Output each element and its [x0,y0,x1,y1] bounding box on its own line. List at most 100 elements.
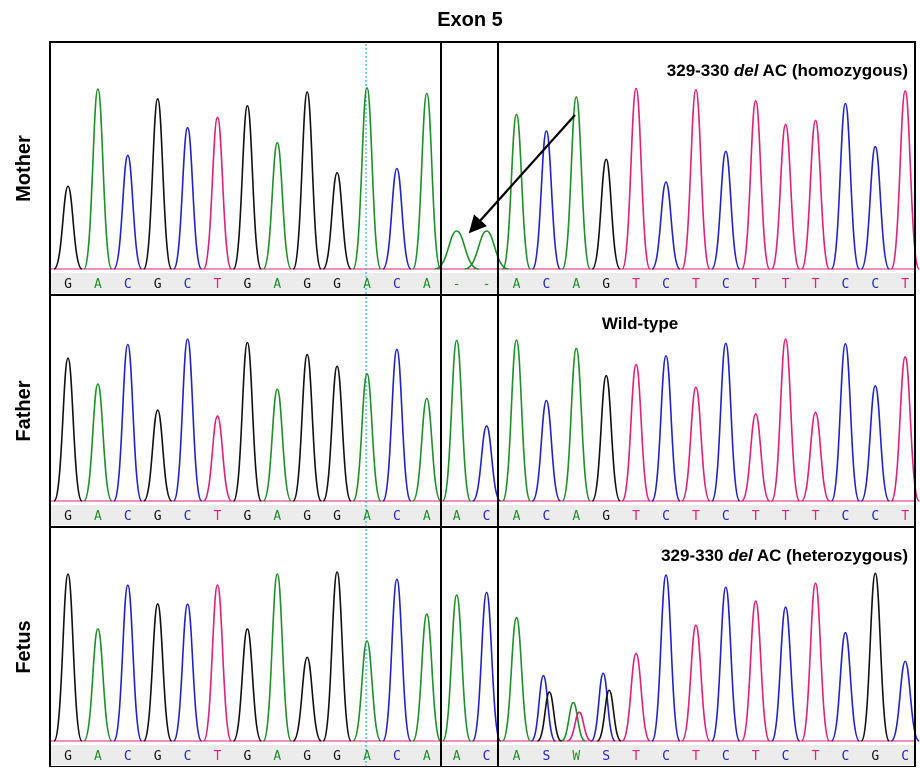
annotation-part: Wild-type [602,314,678,333]
trace-peak [712,343,740,501]
base-call: G [64,277,72,292]
base-call: C [662,749,670,764]
trace-peak [293,92,321,269]
base-call: G [333,509,341,524]
base-call: C [393,749,401,764]
trace-peak [353,88,381,269]
trace-peak [712,587,740,741]
base-call: C [393,277,401,292]
base-call: S [602,749,610,764]
base-call: C [542,509,550,524]
base-call: C [184,277,192,292]
base-call: T [692,277,700,292]
figure-title: Exon 5 [437,9,503,31]
base-call: A [363,749,371,764]
trace-peak [652,356,680,501]
base-call: A [513,749,521,764]
trace-peak [293,355,321,501]
base-call: T [782,509,790,524]
base-call: T [752,277,760,292]
base-call: A [513,277,521,292]
base-call: T [812,749,820,764]
base-call: G [303,509,311,524]
trace-peak [802,120,830,269]
base-call: G [602,509,610,524]
trace-peak [144,410,172,501]
trace-peak [443,340,471,501]
trace-peak [772,339,800,501]
trace-peak [233,629,261,741]
trace-peak [413,93,441,269]
base-call: C [871,277,879,292]
trace-peak [233,343,261,501]
trace-peak [174,339,202,501]
trace-peak [592,376,620,501]
base-call: G [154,277,162,292]
base-call: C [841,277,849,292]
trace-peak [174,128,202,269]
base-call: C [124,277,132,292]
base-call: W [572,749,580,764]
base-call: G [333,749,341,764]
base-call: A [423,509,431,524]
trace-peak [772,607,800,741]
base-call: C [662,277,670,292]
base-call: G [243,509,251,524]
row-label: Mother [13,135,35,202]
trace-peak [831,633,859,741]
base-call: G [64,509,72,524]
annotation: 329-330 del AC (homozygous) [667,61,908,80]
base-call: A [423,749,431,764]
base-call: C [184,509,192,524]
trace-peak [353,641,381,741]
annotation-part: 329-330 [667,61,734,80]
base-call: C [393,509,401,524]
trace-peak [802,412,830,501]
row-label: Father [13,380,35,441]
trace-peak [144,99,172,269]
annotation-part: del [734,61,760,80]
trace-peak [443,595,471,741]
trace-peak [473,426,501,501]
trace-peak [622,365,650,501]
trace-peak [682,387,710,501]
base-call: G [154,749,162,764]
annotation: Wild-type [602,314,678,333]
base-call: A [513,509,521,524]
base-call: G [333,277,341,292]
trace-peak [84,629,112,741]
base-call: S [542,749,550,764]
base-call: A [273,277,281,292]
trace-peak [263,574,291,741]
trace-peak [503,340,531,501]
trace-peak [622,88,650,269]
annotation-part: AC (homozygous) [758,61,908,80]
trace-peak [712,151,740,269]
trace-peak [413,398,441,501]
base-call: T [632,749,640,764]
base-call: A [94,509,102,524]
base-call: T [214,277,222,292]
base-call: A [363,277,371,292]
base-call: C [722,509,730,524]
trace-peak [831,103,859,269]
trace-peak [831,344,859,501]
base-call: A [273,509,281,524]
trace-peak [652,575,680,741]
base-call: T [812,277,820,292]
trace-peak [323,572,351,741]
base-call: C [841,509,849,524]
base-call: T [692,749,700,764]
trace-peak [562,348,590,501]
trace-peak [84,384,112,501]
trace-peak [54,358,82,501]
trace-peak [592,159,620,269]
base-call: C [483,749,491,764]
trace-peak [204,585,232,741]
trace-peak [532,131,560,269]
base-call: A [423,277,431,292]
base-call: C [662,509,670,524]
trace-peak [204,117,232,269]
base-call: C [782,749,790,764]
base-call: A [572,277,580,292]
